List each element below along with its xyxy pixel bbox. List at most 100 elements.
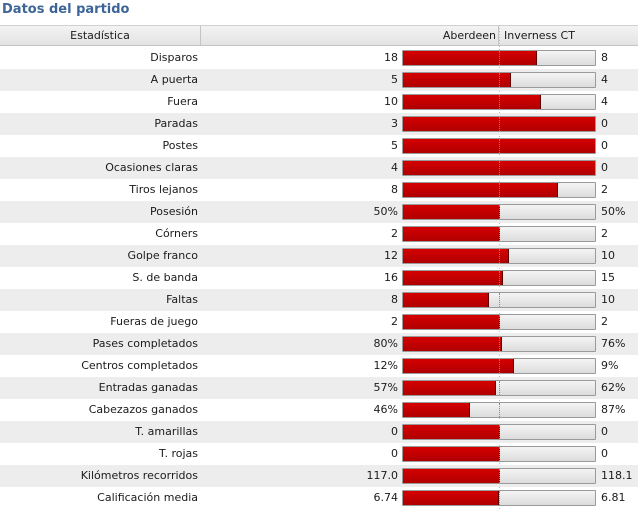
stat-label: Ocasiones claras [105,161,198,174]
stat-row: T. amarillas 0 0 [0,421,638,443]
away-value: 50% [601,205,626,218]
column-header-stat[interactable]: Estadística [0,26,201,45]
comparison-bar [402,292,596,308]
comparison-bar [402,72,596,88]
away-value: 0 [601,447,608,460]
stat-label: S. de banda [132,271,198,284]
stats-table: Disparos 18 8 A puerta 5 4 Fuera 10 4 Paradas 3 0 Po… [0,47,638,509]
home-share-fill [403,359,514,373]
home-value: 50% [373,205,398,218]
home-value: 117.0 [366,469,399,482]
comparison-bar [402,358,596,374]
home-value: 12 [384,249,398,262]
home-value: 0 [391,447,398,460]
stat-label: T. rojas [159,447,198,460]
comparison-bar [402,314,596,330]
home-value: 4 [391,161,398,174]
home-share-fill [403,315,500,329]
away-value: 2 [601,315,608,328]
home-share-fill [403,51,537,65]
home-share-fill [403,337,503,351]
comparison-bar [402,380,596,396]
away-value: 8 [601,51,608,64]
home-value: 0 [391,425,398,438]
comparison-bar [402,138,596,154]
comparison-bar [402,116,596,132]
comparison-bar [402,204,596,220]
stat-label: Fueras de juego [110,315,198,328]
stat-row: Fuera 10 4 [0,91,638,113]
away-value: 10 [601,249,615,262]
away-value: 4 [601,95,608,108]
home-share-fill [403,271,504,285]
bar-midpoint-marker [499,183,500,197]
stat-row: Córners 2 2 [0,223,638,245]
stat-row: Paradas 3 0 [0,113,638,135]
home-value: 5 [391,73,398,86]
stat-row: Centros completados 12% 9% [0,355,638,377]
home-value: 46% [373,403,398,416]
bar-midpoint-marker [499,271,500,285]
panel-title: Datos del partido [2,2,130,17]
comparison-bar [402,50,596,66]
column-header-home-team[interactable]: Aberdeen [202,26,499,45]
away-value: 6.81 [601,491,626,504]
comparison-bar [402,94,596,110]
stat-row: Entradas ganadas 57% 62% [0,377,638,399]
bar-midpoint-marker [499,205,500,219]
comparison-bar [402,160,596,176]
stat-row: Fueras de juego 2 2 [0,311,638,333]
comparison-bar [402,490,596,506]
stat-label: Tiros lejanos [129,183,198,196]
bar-midpoint-marker [499,227,500,241]
stat-label: Fuera [167,95,198,108]
table-header: Estadística Aberdeen Inverness CT [0,25,638,46]
comparison-bar [402,226,596,242]
bar-midpoint-marker [499,359,500,373]
home-value: 5 [391,139,398,152]
away-value: 76% [601,337,626,350]
home-share-fill [403,205,500,219]
bar-midpoint-marker [499,139,500,153]
away-value: 10 [601,293,615,306]
home-value: 18 [384,51,398,64]
home-share-fill [403,73,511,87]
away-value: 2 [601,183,608,196]
stat-row: T. rojas 0 0 [0,443,638,465]
bar-midpoint-marker [499,403,500,417]
stat-row: A puerta 5 4 [0,69,638,91]
bar-midpoint-marker [499,425,500,439]
home-value: 8 [391,183,398,196]
away-value: 87% [601,403,626,416]
home-value: 16 [384,271,398,284]
away-value: 9% [601,359,619,372]
center-divider [499,25,500,511]
stat-label: Disparos [150,51,198,64]
stat-row: Posesión 50% 50% [0,201,638,223]
stat-label: Centros completados [81,359,198,372]
bar-midpoint-marker [499,381,500,395]
bar-midpoint-marker [499,95,500,109]
home-share-fill [403,227,500,241]
bar-midpoint-marker [499,249,500,263]
comparison-bar [402,446,596,462]
away-value: 62% [601,381,626,394]
stat-label: Golpe franco [127,249,198,262]
comparison-bar [402,424,596,440]
bar-midpoint-marker [499,315,500,329]
column-header-away-team[interactable]: Inverness CT [504,29,575,42]
comparison-bar [402,336,596,352]
home-value: 3 [391,117,398,130]
stat-label: Kilómetros recorridos [80,469,198,482]
stat-label: Paradas [154,117,198,130]
bar-midpoint-marker [499,51,500,65]
home-share-fill [403,249,509,263]
bar-midpoint-marker [499,73,500,87]
away-value: 0 [601,139,608,152]
stat-label: Córners [155,227,198,240]
away-value: 0 [601,117,608,130]
home-value: 10 [384,95,398,108]
bar-midpoint-marker [499,491,500,505]
bar-midpoint-marker [499,447,500,461]
stat-label: Entradas ganadas [98,381,198,394]
